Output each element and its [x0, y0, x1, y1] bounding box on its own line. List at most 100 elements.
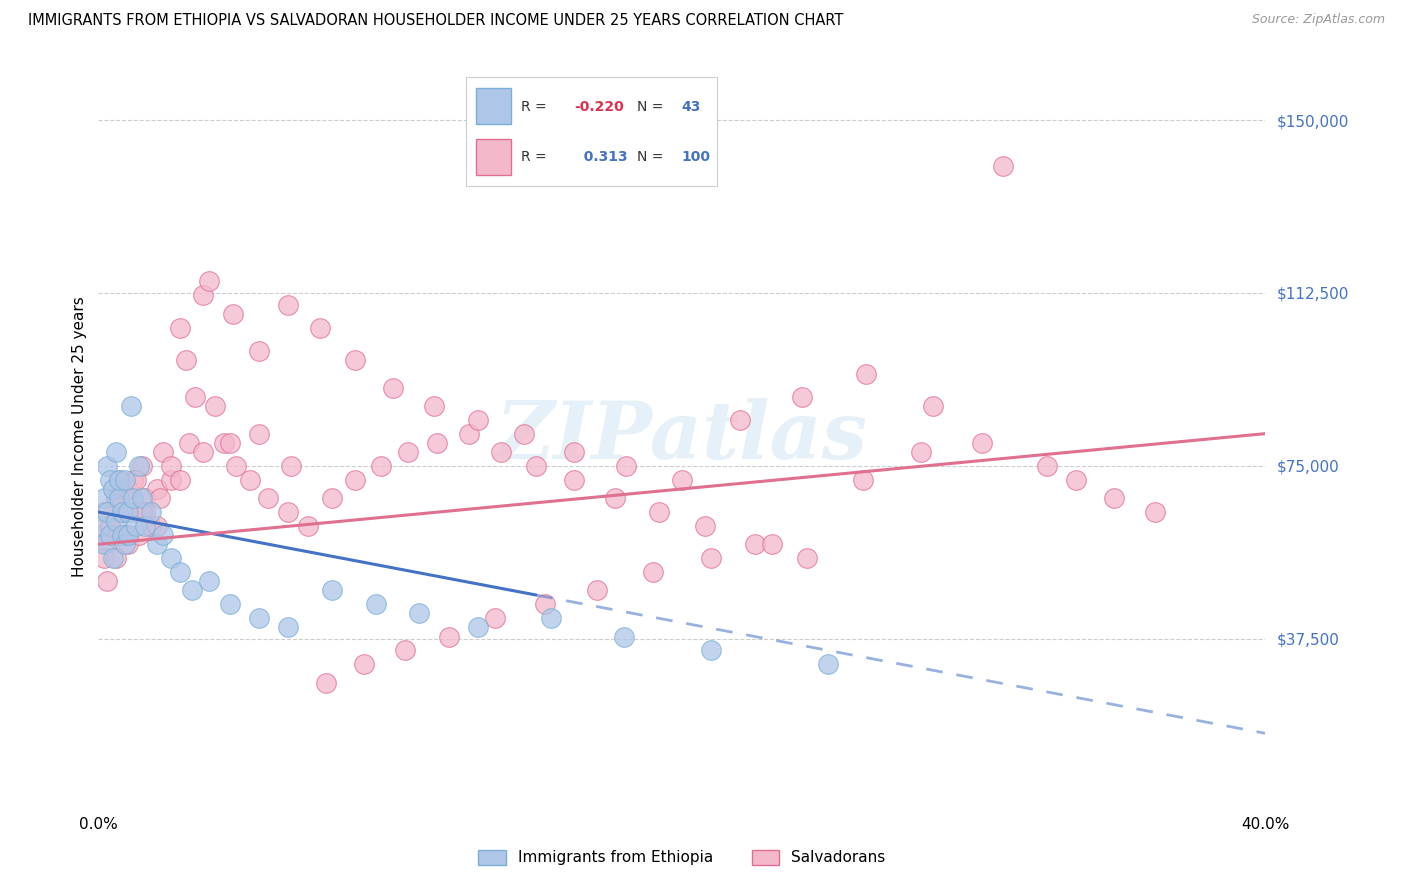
- Point: [98, 519, 121, 533]
- Point: [277, 297, 299, 311]
- Point: [169, 565, 191, 579]
- Point: [152, 445, 174, 459]
- Point: [671, 473, 693, 487]
- Point: [101, 551, 124, 566]
- Point: [761, 537, 783, 551]
- Point: [297, 519, 319, 533]
- Point: [114, 473, 136, 487]
- Point: [991, 159, 1014, 173]
- Point: [117, 528, 139, 542]
- Point: [131, 491, 153, 505]
- Point: [180, 583, 202, 598]
- Point: [134, 519, 156, 533]
- Point: [93, 551, 115, 566]
- Point: [280, 458, 302, 473]
- Point: [586, 583, 609, 598]
- Point: [524, 458, 547, 473]
- Point: [855, 367, 877, 381]
- Point: [484, 611, 506, 625]
- Point: [134, 491, 156, 505]
- Text: IMMIGRANTS FROM ETHIOPIA VS SALVADORAN HOUSEHOLDER INCOME UNDER 25 YEARS CORRELA: IMMIGRANTS FROM ETHIOPIA VS SALVADORAN H…: [28, 13, 844, 29]
- Point: [111, 505, 134, 519]
- Point: [212, 435, 235, 450]
- Point: [96, 458, 118, 473]
- Point: [101, 482, 124, 496]
- Point: [146, 537, 169, 551]
- Point: [247, 611, 270, 625]
- Point: [98, 528, 121, 542]
- Point: [695, 519, 717, 533]
- Y-axis label: Householder Income Under 25 years: Householder Income Under 25 years: [72, 297, 87, 577]
- Point: [108, 473, 131, 487]
- Point: [1035, 458, 1057, 473]
- Point: [114, 537, 136, 551]
- Point: [160, 473, 183, 487]
- Point: [152, 528, 174, 542]
- Point: [183, 390, 205, 404]
- Point: [603, 491, 626, 505]
- Point: [910, 445, 932, 459]
- Point: [467, 413, 489, 427]
- Point: [353, 657, 375, 672]
- Point: [321, 583, 343, 598]
- Point: [817, 657, 839, 672]
- Point: [160, 551, 183, 566]
- Point: [122, 473, 145, 487]
- Point: [790, 390, 813, 404]
- Point: [125, 519, 148, 533]
- Point: [111, 528, 134, 542]
- Point: [394, 643, 416, 657]
- Point: [796, 551, 818, 566]
- Point: [96, 537, 118, 551]
- Text: Source: ZipAtlas.com: Source: ZipAtlas.com: [1251, 13, 1385, 27]
- Point: [193, 288, 215, 302]
- Point: [120, 399, 142, 413]
- Point: [117, 505, 139, 519]
- Point: [1064, 473, 1087, 487]
- Point: [315, 675, 337, 690]
- Point: [198, 275, 221, 289]
- Point: [489, 445, 512, 459]
- Point: [104, 445, 127, 459]
- Point: [104, 514, 127, 528]
- Point: [114, 528, 136, 542]
- Point: [122, 491, 145, 505]
- Point: [98, 519, 121, 533]
- Point: [128, 458, 150, 473]
- Point: [277, 620, 299, 634]
- Point: [321, 491, 343, 505]
- Point: [423, 399, 446, 413]
- Point: [247, 426, 270, 441]
- Point: [104, 551, 127, 566]
- Point: [700, 551, 723, 566]
- Point: [98, 473, 121, 487]
- Point: [921, 399, 943, 413]
- Point: [169, 473, 191, 487]
- Point: [562, 473, 585, 487]
- Point: [1143, 505, 1166, 519]
- Point: [90, 519, 112, 533]
- Point: [93, 537, 115, 551]
- Point: [96, 574, 118, 589]
- Point: [458, 426, 481, 441]
- Point: [344, 352, 367, 367]
- Point: [90, 528, 112, 542]
- Point: [149, 491, 172, 505]
- Point: [221, 307, 243, 321]
- Point: [125, 473, 148, 487]
- Point: [513, 426, 536, 441]
- Point: [309, 320, 332, 334]
- Point: [540, 611, 562, 625]
- Point: [174, 352, 197, 367]
- Point: [562, 445, 585, 459]
- Point: [139, 519, 162, 533]
- Point: [239, 473, 262, 487]
- Point: [131, 458, 153, 473]
- Point: [247, 343, 270, 358]
- Point: [408, 607, 430, 621]
- Point: [218, 597, 240, 611]
- Point: [616, 458, 638, 473]
- Point: [134, 505, 156, 519]
- Point: [204, 399, 226, 413]
- Point: [647, 505, 669, 519]
